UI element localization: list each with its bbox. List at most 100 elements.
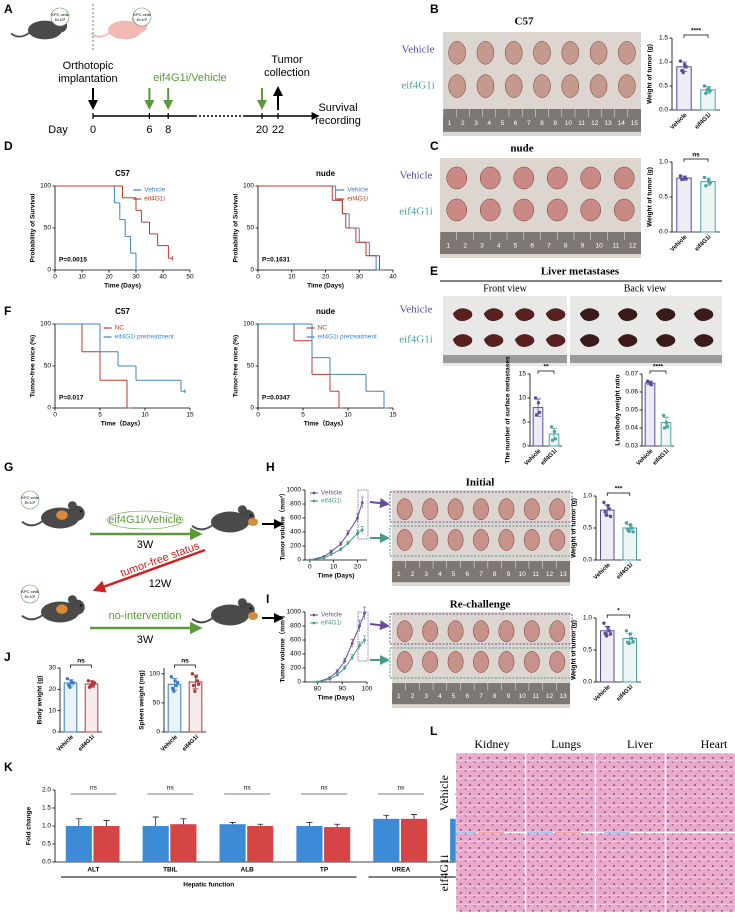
- data-point: [172, 689, 176, 693]
- y-tick-label: 0.03: [625, 443, 638, 450]
- row-label: eif4G1i: [399, 334, 433, 346]
- tumor-sample: [248, 612, 258, 620]
- tumor: [447, 620, 464, 643]
- x-axis-label: Time (Days): [318, 695, 355, 702]
- x-tick-label: 0: [53, 274, 57, 281]
- series-line: [309, 529, 363, 561]
- x-tick-label: 30: [356, 274, 364, 281]
- mouse-ear: [67, 500, 78, 511]
- ruler-number: 5: [501, 120, 505, 127]
- column-label: Liver: [627, 737, 653, 751]
- mouse-body: [211, 604, 249, 626]
- ruler-number: 12: [546, 693, 554, 700]
- x-tick-label: 15: [186, 412, 194, 419]
- y-axis-label: Probability of Survival: [30, 193, 37, 262]
- significance-bracket: [683, 158, 709, 162]
- y-axis-label: Spleen weight (mg): [139, 670, 146, 730]
- data-point: [607, 629, 611, 633]
- y-axis-label: Tumor volume（mm³）: [279, 489, 287, 560]
- tumor: [504, 41, 523, 65]
- data-point: [704, 91, 708, 95]
- data-point: [684, 177, 688, 181]
- y-tick-label: 0: [297, 679, 301, 686]
- y-tick-label: 0: [47, 405, 51, 412]
- error-bar: [257, 823, 264, 826]
- category-label: eif4G1i: [616, 684, 635, 703]
- tumor: [549, 529, 566, 551]
- tumor: [447, 651, 464, 673]
- x-tick-label: 20: [105, 274, 113, 281]
- tumor: [422, 498, 439, 521]
- day-label: 8: [165, 124, 171, 136]
- y-tick-label: 1000: [287, 609, 302, 616]
- tumor: [580, 198, 602, 222]
- legend-label: Vehicle: [347, 187, 368, 194]
- y-axis-label: Tumor-free mice (%): [30, 335, 37, 397]
- mouse-ear: [237, 597, 248, 608]
- y-axis-label: The number of surface metastases: [505, 356, 512, 464]
- series-line: [317, 613, 365, 683]
- y-tick-label: 0: [522, 443, 526, 450]
- significance-bracket: [70, 664, 92, 668]
- x-tick-label: 10: [344, 412, 352, 419]
- panel-letter: G: [4, 460, 13, 474]
- column-label: Kidney: [474, 737, 509, 751]
- section-title: Liver metastases: [541, 266, 620, 278]
- view-label: Front view: [483, 283, 527, 294]
- tumor: [533, 74, 551, 98]
- y-tick-label: 800: [290, 501, 301, 508]
- mouse-eye: [249, 514, 253, 517]
- ruler-number: 9: [553, 120, 557, 127]
- y-tick-label: 5: [522, 419, 526, 426]
- error-bar: [103, 820, 110, 826]
- category-label: Vehicle: [636, 448, 655, 467]
- mouse-tail: [90, 31, 111, 38]
- data-point: [71, 681, 76, 685]
- collection-text: collection: [264, 67, 310, 79]
- mouse-illustration: [21, 500, 85, 529]
- annotation: P=0.017: [59, 395, 84, 402]
- data-point: [662, 426, 667, 430]
- link-arrow: [369, 498, 390, 509]
- category-label: ALB: [241, 867, 255, 874]
- bar: [142, 826, 169, 862]
- tumor: [473, 529, 489, 551]
- ruler-number: 12: [591, 120, 599, 127]
- x-tick-label: 50: [186, 274, 194, 281]
- y-tick-label: 50: [247, 363, 255, 370]
- y-tick-label: 30: [49, 665, 57, 672]
- x-tick-label: 0: [308, 564, 312, 571]
- day-label: 22: [272, 124, 284, 136]
- ruler-number: 11: [613, 242, 620, 249]
- y-tick-label: 0: [297, 557, 301, 564]
- panel-letter: A: [4, 2, 13, 16]
- row-label: eif4G1i: [437, 854, 451, 891]
- bar: [65, 826, 92, 862]
- survival-text: recording: [315, 115, 361, 127]
- data-point: [536, 401, 541, 405]
- x-tick-label: 40: [159, 274, 167, 281]
- x-axis-label: Time（Days）: [304, 420, 348, 428]
- tumor: [618, 74, 636, 98]
- liver: [452, 334, 473, 347]
- y-tick-label: 0.0: [659, 107, 668, 114]
- tumor: [473, 498, 489, 521]
- tumor: [504, 74, 523, 98]
- y-axis-label: Weight of tumor (g): [571, 498, 578, 558]
- data-point: [705, 88, 709, 92]
- view-label: Back view: [624, 283, 667, 294]
- liver: [693, 308, 714, 322]
- group-box: [389, 647, 573, 679]
- liver: [545, 308, 566, 322]
- cell-badge: [20, 490, 40, 510]
- tumor: [446, 198, 468, 222]
- ruler-number: 4: [438, 571, 442, 578]
- tumor: [448, 41, 466, 65]
- y-tick-label: 0.06: [625, 389, 638, 396]
- cells-note: KPC cells: [133, 12, 150, 17]
- y-tick-label: 400: [290, 529, 301, 536]
- day-label: 0: [90, 124, 96, 136]
- panel-letter: F: [4, 304, 11, 318]
- row-label: Vehicle: [400, 304, 433, 316]
- data-point: [628, 632, 633, 636]
